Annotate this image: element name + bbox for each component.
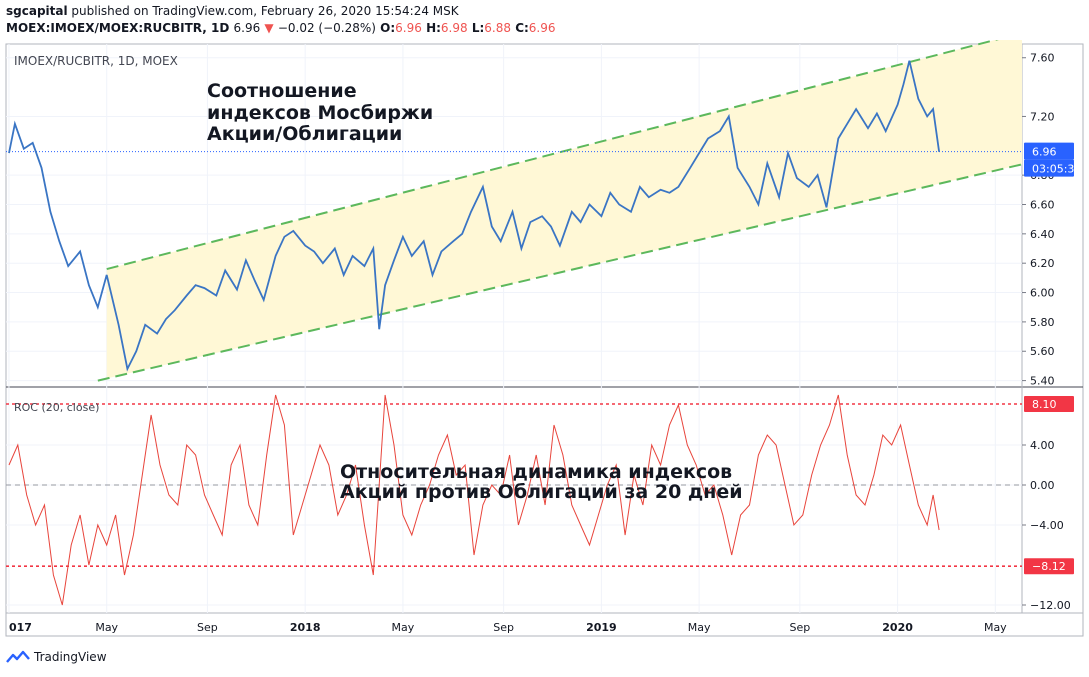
roc-tick-label-2: −4.00 — [1030, 519, 1064, 532]
high-value: 6.98 — [440, 21, 468, 35]
publish-text: published on TradingView.com, February 2… — [71, 4, 459, 18]
price-tick-label-9: 5.60 — [1030, 345, 1055, 358]
countdown-label-text: 03:05:36 — [1032, 163, 1081, 176]
time-tick-label-10: May — [984, 621, 1007, 634]
tradingview-logo-icon — [6, 650, 30, 663]
price-tick-label-10: 5.40 — [1030, 375, 1055, 388]
time-tick-label-9: 2020 — [882, 621, 913, 634]
publish-info: sgcapital published on TradingView.com, … — [6, 4, 459, 18]
roc-tick-label-0: 4.00 — [1030, 439, 1055, 452]
roc-lower-level-label-box — [1024, 558, 1074, 575]
roc-annotation-line-1: Относительная динамика индексов — [340, 461, 732, 483]
roc-upper-level-label-text: 8.10 — [1032, 398, 1057, 411]
time-tick-label-2: Sep — [197, 621, 218, 634]
price-tick-label-8: 5.80 — [1030, 316, 1055, 329]
roc-tick-label-1: 0.00 — [1030, 479, 1055, 492]
time-axis: 017 May Sep 2018 May Sep 2019 May Sep 2020 May — [9, 621, 1007, 634]
last-price-label-text: 6.96 — [1032, 146, 1057, 159]
main-pane-title: IMOEX/RUCBITR, 1D, MOEX — [14, 54, 178, 68]
roc-upper-level-label-box — [1024, 396, 1074, 412]
price-tick-label-5: 6.40 — [1030, 228, 1055, 241]
close-value: 6.96 — [528, 21, 556, 35]
price-axis: 7.607.206.806.606.406.206.005.805.605.40 — [1022, 52, 1055, 388]
annotation-line-3: Акции/Облигации — [207, 123, 402, 145]
roc-annotation-line-2: Акций против Облигаций за 20 дней — [340, 481, 743, 503]
last-price: 6.96 — [233, 21, 261, 35]
channel-fill — [106, 40, 1022, 379]
price-tick-label-1: 7.20 — [1030, 110, 1055, 123]
axis-labels: 6.96 03:05:36 8.10 −8.12 — [1024, 142, 1081, 575]
time-tick-label-1: May — [95, 621, 118, 634]
roc-pane-title: ROC (20, close) — [14, 401, 99, 414]
main-annotation: Соотношение индексов Мосбиржи Акции/Обли… — [207, 80, 433, 145]
roc-series-line — [8, 394, 940, 606]
time-tick-label-3: 2018 — [290, 621, 321, 634]
publisher-name[interactable]: sgcapital — [6, 4, 68, 18]
time-tick-label-4: May — [392, 621, 415, 634]
roc-tick-label-3: −12.00 — [1030, 599, 1071, 612]
time-tick-label-5: Sep — [493, 621, 514, 634]
roc-annotation: Относительная динамика индексов Акций пр… — [340, 461, 743, 503]
time-tick-label-7: May — [688, 621, 711, 634]
close-label: C: — [515, 21, 529, 35]
last-price-label-box — [1024, 142, 1074, 160]
open-label: O: — [380, 21, 396, 35]
brand-name: TradingView — [34, 650, 107, 664]
price-tick-label-7: 6.00 — [1030, 287, 1055, 300]
roc-lower-level-label-text: −8.12 — [1032, 560, 1066, 573]
countdown-label-box — [1024, 159, 1074, 177]
channel-lower — [97, 163, 1023, 382]
low-value: 6.88 — [484, 21, 511, 35]
low-label: L: — [471, 21, 485, 35]
time-tick-label-8: Sep — [789, 621, 810, 634]
annotation-line-2: индексов Мосбиржи — [207, 102, 433, 124]
symbol-info: MOEX:IMOEX/MOEX:RUCBITR, 1D 6.96 ▼ −0.02… — [6, 21, 556, 35]
price-series-line — [8, 60, 940, 372]
time-tick-label-0: 017 — [9, 621, 32, 634]
price-tick-label-0: 7.60 — [1030, 52, 1055, 65]
channel-upper — [106, 40, 999, 271]
open-value: 6.96 — [395, 21, 422, 35]
time-tick-label-6: 2019 — [586, 621, 617, 634]
price-tick-label-6: 6.20 — [1030, 257, 1055, 270]
chart-area[interactable]: IMOEX/RUCBITR, 1D, MOEX ROC (20, close) … — [0, 40, 1089, 640]
chart-frame — [5, 43, 1084, 637]
roc-axis: 4.00 0.00 −4.00 −12.00 — [1022, 439, 1071, 612]
change-down-icon: ▼ — [264, 21, 274, 35]
price-change: −0.02 (−0.28%) — [277, 21, 376, 35]
price-tick-label-4: 6.60 — [1030, 198, 1055, 211]
annotation-line-1: Соотношение — [207, 80, 357, 102]
high-label: H: — [426, 21, 441, 35]
symbol-name: MOEX:IMOEX/MOEX:RUCBITR, 1D — [6, 21, 230, 35]
tradingview-logo[interactable]: TradingView — [6, 650, 107, 664]
